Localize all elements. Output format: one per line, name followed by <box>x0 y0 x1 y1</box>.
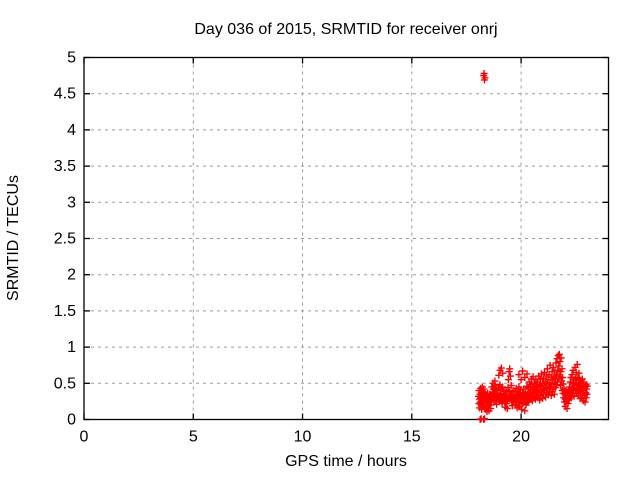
y-tick-label: 3 <box>67 194 76 211</box>
scatter-points <box>475 69 591 423</box>
y-tick-label: 4 <box>67 122 76 139</box>
x-tick-label: 10 <box>294 429 312 446</box>
x-axis-label: GPS time / hours <box>285 453 407 470</box>
y-tick-labels: 0 0.5 1 1.5 2 2.5 3 3.5 4 4.5 5 <box>54 50 76 429</box>
tick-marks <box>83 56 609 421</box>
y-tick-label: 1 <box>67 339 76 356</box>
y-tick-label: 2.5 <box>54 231 76 248</box>
y-tick-label: 0 <box>67 412 76 429</box>
x-tick-label: 0 <box>80 429 89 446</box>
x-tick-labels: 0 5 10 15 20 <box>80 429 531 446</box>
y-tick-label: 1.5 <box>54 303 76 320</box>
y-axis-label: SRMTID / TECUs <box>5 175 22 301</box>
x-tick-label: 20 <box>512 429 530 446</box>
grid-lines <box>84 57 609 420</box>
chart-title: Day 036 of 2015, SRMTID for receiver onr… <box>194 21 497 38</box>
y-tick-label: 0.5 <box>54 375 76 392</box>
y-tick-label: 2 <box>67 267 76 284</box>
y-tick-label: 5 <box>67 50 76 67</box>
x-tick-label: 5 <box>189 429 198 446</box>
y-tick-label: 3.5 <box>54 158 76 175</box>
x-tick-label: 15 <box>403 429 421 446</box>
y-tick-label: 4.5 <box>54 86 76 103</box>
